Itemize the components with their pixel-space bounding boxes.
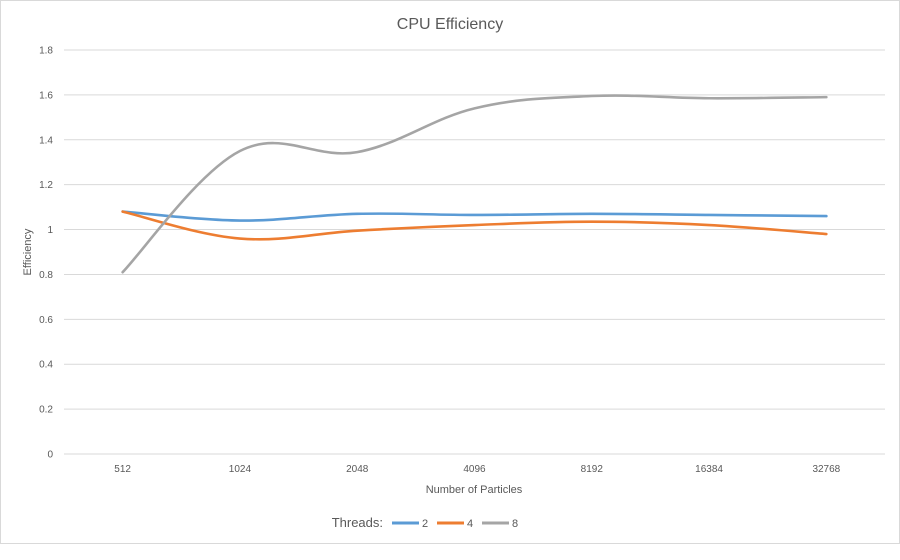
x-tick-label: 8192 bbox=[581, 464, 604, 475]
y-tick-label: 1.2 bbox=[39, 180, 53, 191]
legend: Threads: 2 4 8 bbox=[332, 515, 518, 530]
y-tick-label: 0.8 bbox=[39, 270, 53, 281]
legend-title: Threads: bbox=[332, 515, 383, 530]
legend-label-8: 8 bbox=[512, 518, 518, 530]
gridlines bbox=[64, 49, 885, 455]
chart-container: CPU Efficiency 0 0.2 0.4 0.6 0.8 1 1.2 1.4 1.6 1.… bbox=[0, 0, 900, 544]
x-tick-label: 4096 bbox=[463, 464, 486, 475]
x-tick-label: 32768 bbox=[812, 464, 840, 475]
line-chart: CPU Efficiency 0 0.2 0.4 0.6 0.8 1 1.2 1.4 1.6 1.… bbox=[22, 16, 885, 530]
x-axis-label: Number of Particles bbox=[426, 484, 523, 496]
y-tick-label: 1.4 bbox=[39, 135, 53, 146]
series-line-4 bbox=[121, 210, 828, 241]
y-axis-label: Efficiency bbox=[22, 228, 34, 275]
y-tick-label: 0.4 bbox=[39, 360, 53, 371]
chart-title: CPU Efficiency bbox=[397, 16, 503, 33]
x-tick-label: 1024 bbox=[229, 464, 252, 475]
y-tick-label: 0 bbox=[47, 450, 53, 461]
y-tick-label: 0.6 bbox=[39, 315, 53, 326]
x-tick-label: 2048 bbox=[346, 464, 369, 475]
legend-label-4: 4 bbox=[467, 518, 473, 530]
x-tick-label: 512 bbox=[114, 464, 131, 475]
series-lines bbox=[121, 94, 828, 274]
x-axis-ticks: 512 1024 2048 4096 8192 16384 32768 bbox=[114, 464, 840, 475]
y-axis-ticks: 0 0.2 0.4 0.6 0.8 1 1.2 1.4 1.6 1.8 bbox=[39, 46, 53, 461]
x-tick-label: 16384 bbox=[695, 464, 723, 475]
y-tick-label: 1 bbox=[47, 225, 53, 236]
series-line-8 bbox=[121, 94, 828, 274]
series-line-2 bbox=[121, 210, 828, 222]
legend-items: 2 4 8 bbox=[392, 518, 518, 530]
legend-label-2: 2 bbox=[422, 518, 428, 530]
y-tick-label: 1.6 bbox=[39, 90, 53, 101]
y-tick-label: 0.2 bbox=[39, 405, 53, 416]
y-tick-label: 1.8 bbox=[39, 46, 53, 57]
